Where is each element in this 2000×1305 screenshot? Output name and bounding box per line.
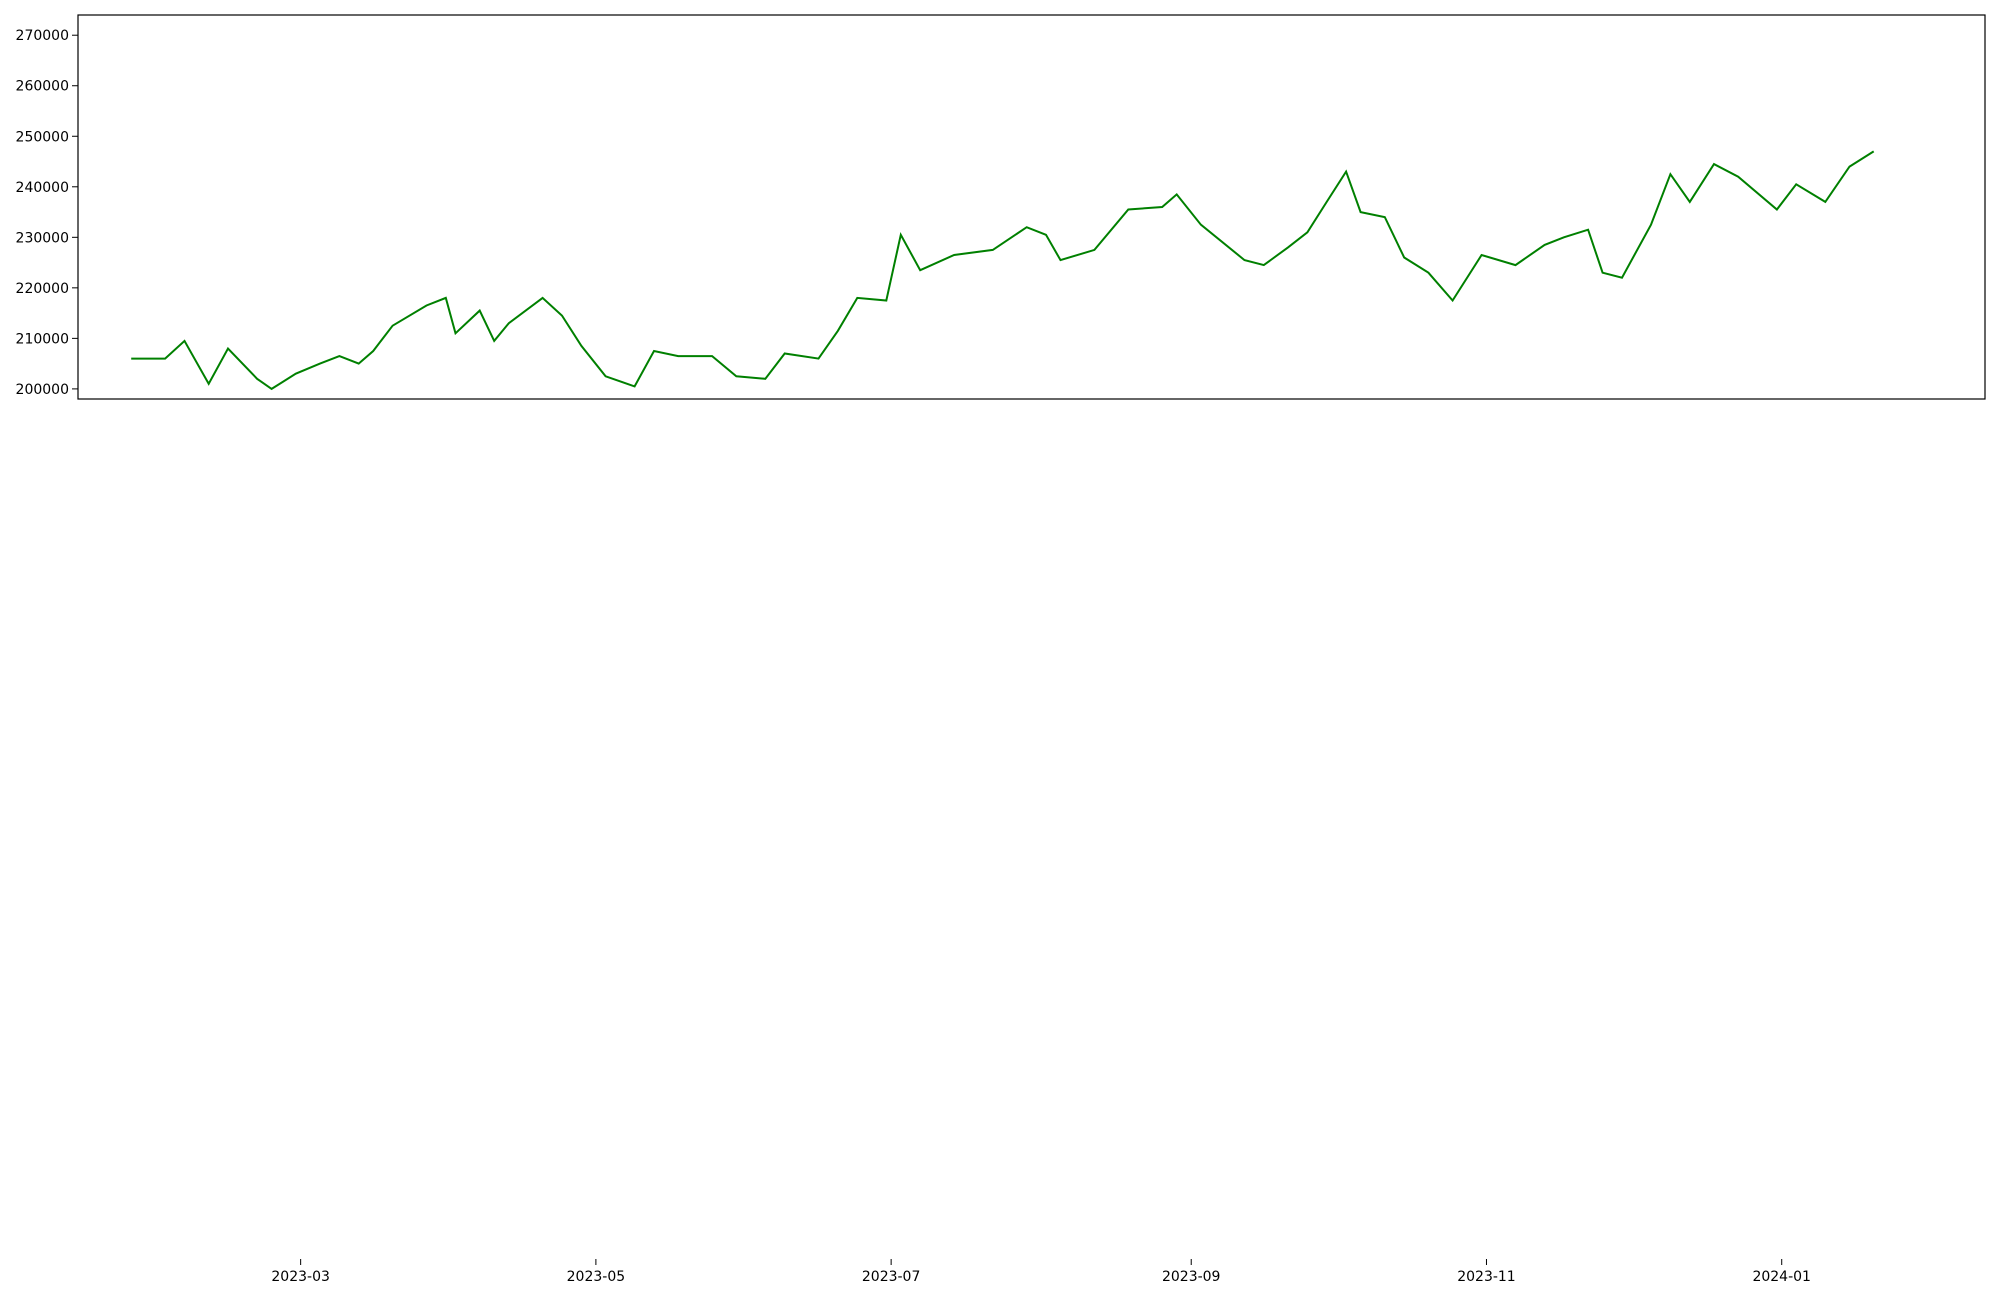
x-tick-label: 2024-01	[1752, 1269, 1811, 1285]
price-line	[131, 150, 1875, 391]
price-y-tick-label: 260000	[16, 79, 69, 95]
x-tick-label: 2023-07	[862, 1269, 921, 1285]
x-tick-label: 2023-09	[1162, 1269, 1221, 1285]
price-panel	[77, 14, 1986, 400]
price-y-tick-label: 270000	[16, 28, 69, 44]
price-y-tick-label: 220000	[16, 281, 69, 297]
price-y-tick-label: 210000	[16, 331, 69, 347]
x-tick-label: 2023-03	[271, 1269, 330, 1285]
price-y-tick-label: 250000	[16, 129, 69, 145]
price-y-tick-label: 200000	[16, 382, 69, 398]
x-tick-label: 2023-05	[567, 1269, 626, 1285]
price-y-tick-label: 230000	[16, 230, 69, 246]
price-y-tick-label: 240000	[16, 180, 69, 196]
x-tick-label: 2023-11	[1457, 1269, 1516, 1285]
